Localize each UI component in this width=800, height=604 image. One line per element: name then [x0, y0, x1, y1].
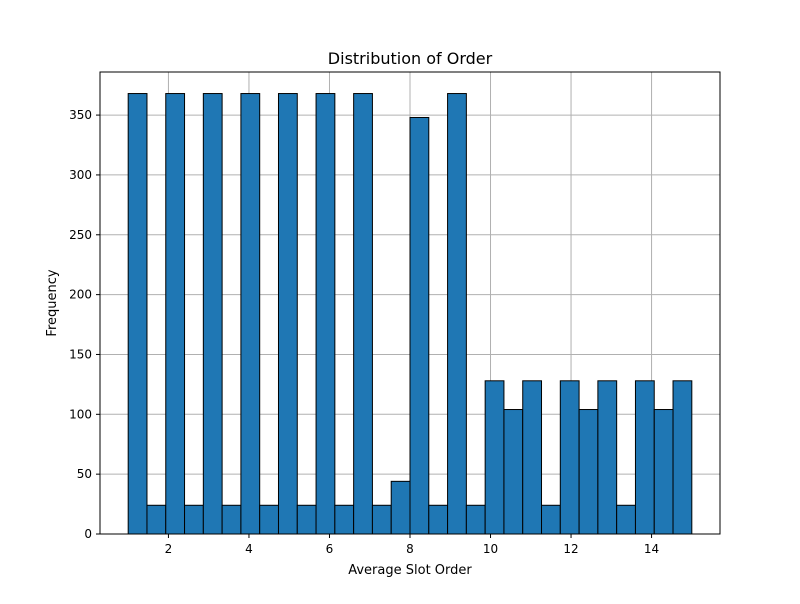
histogram-bar	[296, 504, 317, 535]
x-tick-label: 6	[326, 542, 334, 556]
histogram-bar	[634, 380, 655, 535]
x-tick-label: 8	[406, 542, 414, 556]
y-tick-label: 100	[69, 407, 92, 421]
y-tick-label: 150	[69, 347, 92, 361]
histogram-bar	[334, 504, 355, 535]
histogram-bar	[127, 93, 148, 535]
histogram-bar	[672, 380, 693, 535]
y-tick-label: 350	[69, 108, 92, 122]
histogram-bar	[578, 409, 599, 535]
x-tick-label: 12	[563, 542, 578, 556]
histogram-bar	[484, 380, 505, 535]
y-tick-label: 0	[84, 527, 92, 541]
histogram-bar	[503, 409, 524, 535]
histogram-bar	[597, 380, 618, 535]
x-tick-label: 2	[165, 542, 173, 556]
bars-layer	[127, 93, 693, 535]
ticks-layer: 2 4 6 8 10 12 14 0 50 100 150 200 250 300 350	[69, 108, 659, 556]
histogram-bar	[559, 380, 580, 535]
histogram-bar	[465, 504, 486, 535]
histogram-bar	[277, 93, 298, 535]
histogram-bar	[616, 504, 636, 535]
histogram-bar	[165, 93, 186, 535]
histogram-bar	[202, 93, 223, 535]
histogram-bar	[259, 504, 279, 535]
histogram-bar	[240, 93, 261, 535]
x-tick-label: 4	[245, 542, 253, 556]
histogram-bar	[653, 409, 674, 535]
y-tick-label: 250	[69, 228, 92, 242]
y-axis-label: Frequency	[45, 269, 60, 336]
x-axis-label: Average Slot Order	[348, 563, 472, 578]
x-tick-label: 10	[483, 542, 498, 556]
y-tick-label: 50	[77, 467, 92, 481]
chart-title: Distribution of Order	[328, 49, 493, 68]
histogram-bar	[447, 93, 467, 535]
histogram-bar	[409, 116, 430, 535]
histogram-bar	[146, 504, 167, 535]
histogram-bar	[371, 504, 392, 535]
x-tick-label: 14	[644, 542, 659, 556]
histogram-bar	[428, 504, 449, 535]
histogram-bar	[221, 504, 242, 535]
histogram-bar	[541, 504, 561, 535]
histogram-bar	[184, 504, 204, 535]
y-tick-label: 200	[69, 288, 92, 302]
histogram-bar	[390, 480, 411, 535]
y-tick-label: 300	[69, 168, 92, 182]
histogram-bar	[522, 380, 543, 535]
histogram-bar	[315, 93, 336, 535]
histogram-bar	[353, 93, 373, 535]
